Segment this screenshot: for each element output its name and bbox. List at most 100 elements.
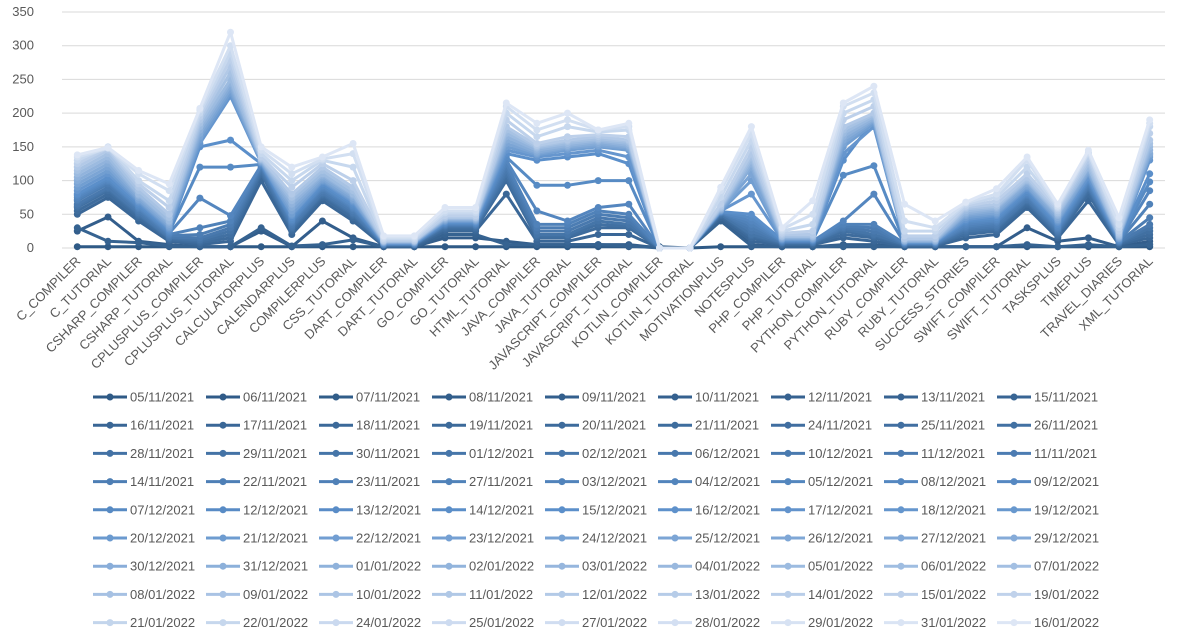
series-line — [76, 219, 1150, 250]
legend-item: 22/11/2021 — [206, 474, 307, 489]
data-point — [625, 200, 633, 208]
data-point — [441, 204, 449, 211]
data-point — [717, 183, 725, 191]
legend-swatch-marker — [897, 619, 905, 627]
data-point — [196, 163, 204, 171]
legend-label: 19/12/2021 — [1034, 502, 1099, 517]
legend-item: 26/11/2021 — [997, 418, 1098, 433]
legend-swatch-marker — [219, 534, 227, 542]
data-point — [227, 136, 234, 144]
legend-item: 26/12/2021 — [771, 531, 873, 546]
data-point — [135, 167, 143, 174]
legend-swatch-marker — [671, 590, 679, 598]
legend-swatch-marker — [445, 590, 453, 598]
legend-label: 28/11/2021 — [130, 446, 194, 461]
data-point — [227, 212, 234, 220]
series-lines — [73, 28, 1154, 252]
legend-swatch-marker — [332, 449, 340, 457]
data-point — [257, 143, 265, 151]
legend-swatch-marker — [219, 478, 227, 486]
legend-swatch-marker — [897, 421, 905, 429]
legend-label: 05/01/2022 — [808, 559, 873, 574]
data-point — [870, 82, 878, 90]
data-point — [196, 224, 204, 232]
data-point — [104, 213, 112, 221]
legend-label: 14/01/2022 — [808, 587, 873, 602]
legend-item: 16/12/2021 — [658, 502, 760, 517]
series-line — [76, 179, 1151, 250]
legend-swatch-marker — [784, 393, 792, 401]
legend-swatch-marker — [671, 562, 679, 570]
data-point — [227, 217, 234, 225]
legend-label: 29/12/2021 — [1034, 531, 1099, 546]
legend-swatch-marker — [784, 478, 792, 486]
legend-swatch-marker — [671, 449, 679, 457]
legend-label: 12/01/2022 — [582, 587, 647, 602]
legend-label: 22/12/2021 — [356, 531, 421, 546]
data-point — [257, 243, 265, 251]
legend-swatch-marker — [1010, 619, 1018, 627]
data-point — [135, 177, 143, 185]
series-16/01/2022 — [73, 28, 1154, 252]
data-point — [227, 163, 234, 171]
data-point — [717, 243, 725, 251]
legend-swatch-marker — [784, 421, 792, 429]
data-point — [472, 243, 480, 251]
data-point — [1115, 214, 1123, 222]
legend-item: 01/01/2022 — [319, 559, 421, 574]
legend-item: 25/11/2021 — [884, 418, 985, 433]
data-point — [73, 151, 81, 159]
legend-swatch-marker — [332, 478, 340, 486]
legend-label: 08/11/2021 — [469, 390, 533, 405]
legend-item: 12/01/2022 — [545, 587, 647, 602]
y-tick-label: 0 — [27, 240, 34, 255]
legend-swatch-marker — [671, 478, 679, 486]
legend-swatch-marker — [106, 619, 114, 627]
legend-item: 24/01/2022 — [319, 615, 421, 630]
legend-item: 14/12/2021 — [432, 502, 534, 517]
legend-swatch-marker — [332, 562, 340, 570]
legend-item: 12/11/2021 — [771, 390, 872, 405]
legend-swatch-marker — [897, 590, 905, 598]
data-point — [349, 236, 357, 244]
legend-item: 24/12/2021 — [545, 531, 647, 546]
legend-label: 21/01/2022 — [130, 615, 195, 630]
data-point — [1054, 243, 1062, 251]
legend-label: 01/12/2021 — [469, 446, 534, 461]
legend-label: 06/01/2022 — [921, 559, 986, 574]
legend-item: 28/01/2022 — [658, 615, 760, 630]
legend-item: 03/12/2021 — [545, 474, 647, 489]
data-point — [1146, 200, 1154, 208]
legend-label: 14/11/2021 — [130, 474, 194, 489]
data-point — [349, 140, 357, 147]
legend-label: 05/11/2021 — [130, 390, 194, 405]
legend-item: 07/01/2022 — [997, 559, 1099, 574]
legend-label: 03/12/2021 — [582, 474, 647, 489]
legend-swatch-marker — [219, 393, 227, 401]
data-point — [839, 99, 847, 107]
legend-swatch-marker — [219, 619, 227, 627]
data-point — [257, 224, 265, 232]
legend-label: 16/01/2022 — [1034, 615, 1099, 630]
legend-label: 30/11/2021 — [356, 446, 420, 461]
legend-swatch-marker — [671, 506, 679, 514]
legend-swatch-marker — [332, 506, 340, 514]
legend-swatch-marker — [219, 590, 227, 598]
data-point — [625, 177, 633, 185]
legend-label: 06/11/2021 — [243, 390, 307, 405]
legend-label: 17/12/2021 — [808, 502, 873, 517]
legend-label: 08/01/2022 — [130, 587, 195, 602]
data-point — [564, 181, 571, 189]
legend-swatch-marker — [219, 562, 227, 570]
legend-label: 02/01/2022 — [469, 559, 534, 574]
legend-swatch-marker — [558, 619, 566, 627]
data-point — [1115, 220, 1123, 228]
legend-item: 23/12/2021 — [432, 531, 534, 546]
data-point — [533, 181, 541, 189]
legend-item: 30/12/2021 — [93, 559, 195, 574]
legend-item: 08/11/2021 — [432, 390, 533, 405]
legend-label: 29/11/2021 — [243, 446, 307, 461]
legend-label: 11/01/2022 — [469, 587, 533, 602]
legend-label: 24/12/2021 — [582, 531, 647, 546]
legend-label: 18/12/2021 — [921, 502, 986, 517]
